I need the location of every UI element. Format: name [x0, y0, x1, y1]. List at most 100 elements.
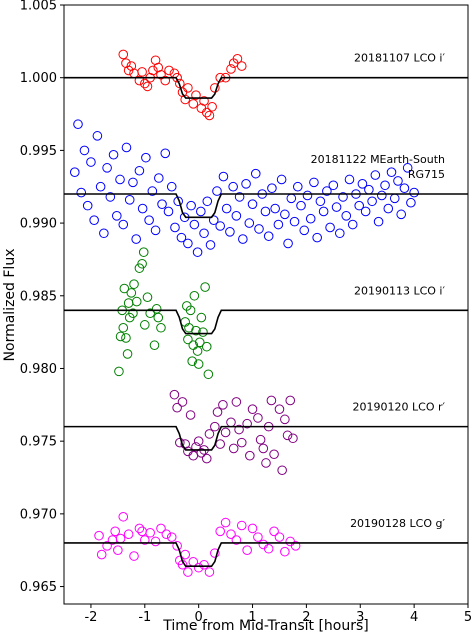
- data-point: [140, 78, 150, 89]
- data-point: [166, 181, 177, 192]
- data-point: [270, 203, 280, 214]
- data-point: [183, 334, 193, 345]
- data-point: [123, 529, 134, 540]
- data-point: [341, 211, 352, 221]
- data-point: [153, 62, 164, 73]
- data-point: [153, 312, 164, 323]
- data-point: [367, 196, 377, 207]
- x-tick-label: 0: [195, 610, 203, 625]
- data-point: [94, 530, 104, 541]
- y-tick-label: 0.995: [20, 144, 57, 159]
- data-point: [118, 49, 129, 60]
- data-point: [123, 298, 134, 308]
- data-point: [183, 83, 193, 93]
- data-point: [212, 186, 222, 196]
- y-tick-label: 0.965: [20, 580, 57, 595]
- data-point: [124, 195, 135, 205]
- data-point: [141, 152, 151, 163]
- data-point: [393, 176, 403, 186]
- series-label: RG715: [408, 168, 445, 181]
- data-point: [150, 536, 161, 547]
- data-point: [186, 200, 196, 211]
- model-line: [64, 542, 468, 567]
- data-point: [357, 179, 368, 189]
- data-point: [396, 209, 407, 220]
- data-point: [150, 55, 161, 66]
- data-point: [192, 247, 203, 257]
- data-point: [325, 222, 335, 233]
- data-point: [373, 216, 384, 227]
- series-label: 20181107 LCO i′: [354, 52, 446, 65]
- data-point: [183, 567, 193, 577]
- data-point: [86, 157, 96, 167]
- data-point: [184, 322, 194, 333]
- plot-frame: [63, 4, 469, 605]
- data-point: [183, 238, 193, 249]
- data-point: [296, 200, 306, 211]
- data-point: [312, 232, 322, 243]
- data-point: [288, 433, 298, 444]
- data-point: [210, 548, 220, 558]
- data-point: [254, 224, 264, 234]
- data-point: [121, 142, 132, 153]
- data-point: [220, 427, 231, 438]
- data-point: [273, 219, 284, 230]
- data-point: [253, 413, 263, 423]
- data-point: [122, 349, 133, 359]
- x-tick-label: 4: [410, 610, 418, 625]
- data-point: [191, 90, 201, 100]
- data-point: [290, 541, 301, 551]
- data-point: [128, 177, 138, 188]
- data-point: [89, 215, 99, 225]
- data-point: [198, 327, 208, 337]
- data-point: [95, 181, 106, 192]
- data-point: [96, 549, 107, 560]
- data-point: [69, 167, 80, 177]
- data-point: [192, 346, 203, 356]
- data-point: [406, 197, 416, 208]
- x-tick-label: 1: [248, 610, 256, 625]
- data-point: [145, 527, 155, 538]
- y-tick-label: 1.005: [20, 0, 57, 14]
- data-point: [189, 290, 200, 301]
- data-point: [377, 190, 387, 201]
- data-point: [250, 168, 261, 179]
- data-point: [201, 453, 212, 464]
- data-point: [138, 247, 149, 257]
- data-point: [196, 312, 207, 323]
- data-point: [92, 131, 103, 141]
- data-point: [207, 101, 217, 112]
- data-point: [386, 167, 397, 177]
- data-point: [383, 203, 394, 214]
- data-point: [166, 532, 177, 542]
- data-point: [247, 404, 258, 414]
- data-point: [137, 67, 147, 77]
- data-point: [322, 186, 332, 196]
- data-point: [118, 511, 129, 522]
- data-point: [76, 187, 87, 198]
- data-point: [172, 541, 182, 551]
- data-point: [121, 333, 131, 343]
- y-tick-label: 0.975: [20, 435, 57, 450]
- data-point: [286, 193, 297, 204]
- data-point: [188, 99, 199, 109]
- data-point: [328, 180, 339, 191]
- data-point: [140, 535, 150, 545]
- data-point: [201, 107, 212, 118]
- x-tick-label: -2: [84, 610, 97, 625]
- data-point: [134, 75, 145, 86]
- data-point: [154, 173, 164, 183]
- data-point: [280, 209, 290, 220]
- data-point: [218, 171, 229, 182]
- data-point: [185, 410, 196, 420]
- data-point: [111, 211, 122, 221]
- data-point: [354, 200, 364, 211]
- data-point: [157, 199, 167, 209]
- data-point: [236, 61, 247, 71]
- data-point: [193, 436, 204, 446]
- data-point: [283, 238, 293, 249]
- data-point: [267, 183, 277, 193]
- data-point: [277, 465, 287, 476]
- series-label: 20190120 LCO r′: [353, 401, 446, 414]
- data-point: [164, 65, 174, 76]
